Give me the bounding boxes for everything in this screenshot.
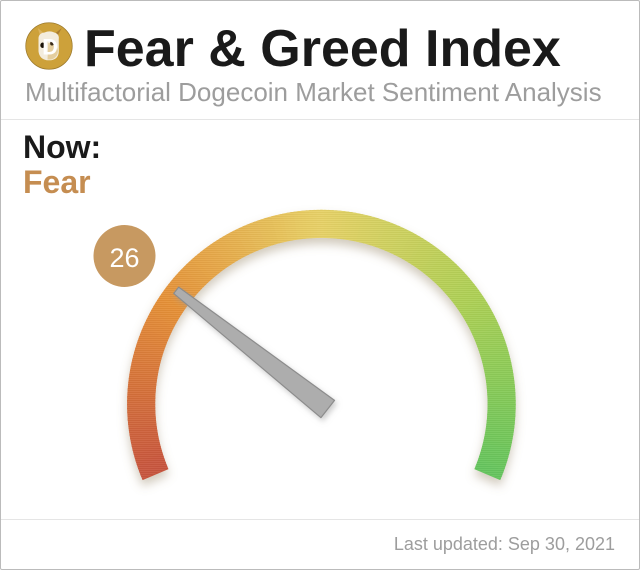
svg-text:26: 26	[109, 243, 139, 273]
